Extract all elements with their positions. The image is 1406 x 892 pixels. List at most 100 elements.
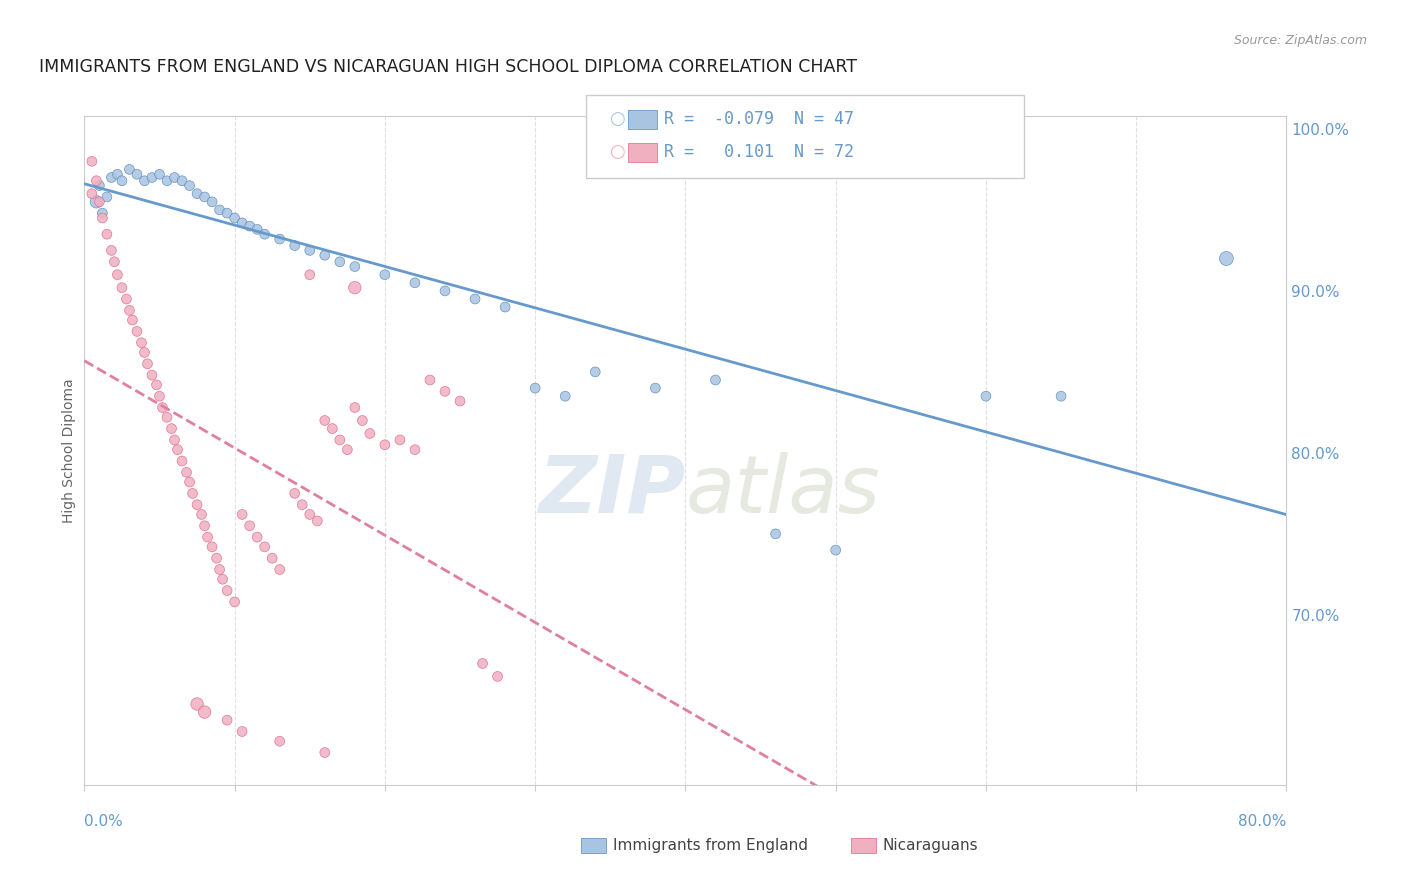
- Point: [91, 211, 114, 225]
- Point: [148, 167, 170, 181]
- Point: [131, 335, 153, 350]
- Point: [181, 486, 204, 500]
- Point: [434, 284, 457, 298]
- Point: [314, 746, 336, 760]
- Point: [284, 486, 307, 500]
- Y-axis label: High School Diploma: High School Diploma: [62, 378, 76, 523]
- Point: [80, 154, 103, 169]
- Point: [89, 194, 111, 209]
- Point: [96, 190, 118, 204]
- Point: [704, 373, 727, 387]
- Point: [419, 373, 441, 387]
- Point: [464, 292, 486, 306]
- Point: [374, 438, 396, 452]
- Point: [208, 202, 231, 217]
- Point: [86, 194, 108, 209]
- Point: [148, 389, 170, 403]
- Text: 0.0%: 0.0%: [84, 814, 124, 829]
- Text: Nicaraguans: Nicaraguans: [883, 838, 979, 853]
- Point: [246, 530, 269, 544]
- Point: [321, 421, 343, 435]
- Point: [434, 384, 457, 399]
- Point: [449, 394, 471, 409]
- Point: [307, 514, 329, 528]
- Point: [554, 389, 576, 403]
- Point: [194, 705, 217, 719]
- Point: [190, 508, 212, 522]
- Point: [343, 401, 366, 415]
- Point: [291, 498, 314, 512]
- Point: [284, 238, 307, 252]
- Point: [107, 167, 129, 181]
- Point: [194, 518, 217, 533]
- Point: [141, 368, 163, 383]
- Text: ○: ○: [609, 110, 624, 128]
- Point: [336, 442, 359, 457]
- Point: [239, 219, 262, 233]
- Point: [118, 162, 141, 177]
- Text: R =  -0.079  N = 47: R = -0.079 N = 47: [664, 110, 853, 128]
- Point: [100, 170, 122, 185]
- Point: [217, 713, 239, 727]
- Point: [194, 190, 217, 204]
- Point: [111, 280, 134, 294]
- Point: [314, 248, 336, 262]
- Point: [115, 292, 138, 306]
- Text: ZIP: ZIP: [538, 451, 686, 530]
- Point: [186, 186, 208, 201]
- Point: [201, 194, 224, 209]
- Point: [89, 178, 111, 193]
- Point: [134, 345, 156, 359]
- Point: [1050, 389, 1073, 403]
- Point: [186, 697, 208, 711]
- Point: [352, 413, 374, 427]
- Point: [298, 268, 321, 282]
- Point: [329, 433, 352, 447]
- Point: [170, 174, 193, 188]
- Point: [486, 669, 509, 683]
- Point: [80, 186, 103, 201]
- Point: [329, 254, 352, 268]
- Point: [186, 498, 208, 512]
- Point: [163, 170, 186, 185]
- Point: [121, 313, 143, 327]
- Text: ○: ○: [609, 143, 624, 161]
- Point: [86, 174, 108, 188]
- Point: [141, 170, 163, 185]
- Point: [107, 268, 129, 282]
- Point: [125, 167, 148, 181]
- Point: [176, 466, 198, 480]
- Point: [644, 381, 666, 395]
- Point: [152, 401, 174, 415]
- Point: [211, 572, 233, 586]
- Point: [118, 303, 141, 318]
- Point: [224, 211, 246, 225]
- Point: [343, 260, 366, 274]
- Point: [96, 227, 118, 242]
- Point: [111, 174, 134, 188]
- Point: [163, 433, 186, 447]
- Point: [134, 174, 156, 188]
- Point: [262, 551, 284, 566]
- Point: [156, 410, 179, 425]
- Point: [583, 365, 606, 379]
- Point: [494, 300, 516, 314]
- Text: atlas: atlas: [686, 451, 880, 530]
- Point: [160, 421, 183, 435]
- Point: [404, 442, 426, 457]
- Point: [166, 442, 188, 457]
- Point: [824, 543, 846, 558]
- Text: 80.0%: 80.0%: [1239, 814, 1286, 829]
- Point: [765, 527, 787, 541]
- Point: [201, 540, 224, 554]
- Point: [253, 227, 276, 242]
- Point: [231, 216, 253, 230]
- Point: [974, 389, 997, 403]
- Point: [404, 276, 426, 290]
- Point: [197, 530, 219, 544]
- Point: [253, 540, 276, 554]
- Point: [374, 268, 396, 282]
- Point: [179, 178, 201, 193]
- Point: [125, 325, 148, 339]
- Point: [269, 562, 291, 576]
